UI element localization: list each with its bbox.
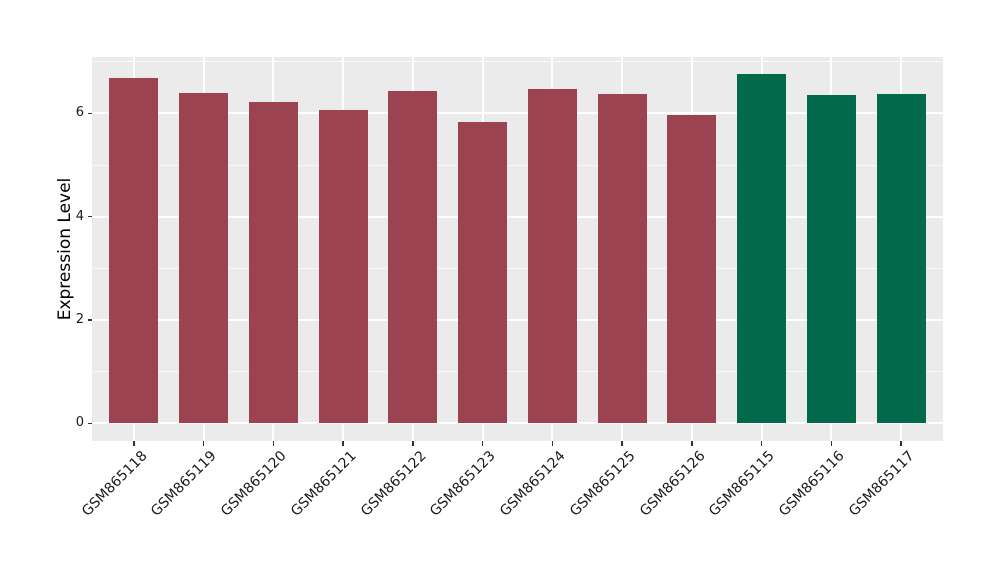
x-tick-label: GSM865126 xyxy=(636,448,709,520)
bar-GSM865123 xyxy=(458,121,508,424)
bar-GSM865119 xyxy=(179,93,228,424)
h-gridline-major xyxy=(92,319,943,322)
x-tick-label: GSM865118 xyxy=(78,448,151,520)
h-gridline-major xyxy=(92,112,943,115)
y-tick xyxy=(87,319,92,321)
y-tick xyxy=(87,112,92,115)
bar-GSM865118 xyxy=(109,78,159,424)
x-tick-label: GSM865124 xyxy=(497,448,569,520)
x-tick-label: GSM865122 xyxy=(357,448,430,520)
h-gridline-major xyxy=(92,215,943,218)
x-tick-label: GSM865121 xyxy=(287,448,360,520)
x-tick xyxy=(412,441,414,446)
x-tick xyxy=(760,441,763,446)
x-tick xyxy=(691,441,693,446)
x-tick-label: GSM865123 xyxy=(427,448,499,520)
bar-GSM865115 xyxy=(737,74,787,424)
bar-GSM865117 xyxy=(876,94,926,424)
plot-panel xyxy=(92,57,943,441)
h-gridline-major xyxy=(92,422,943,425)
y-tick xyxy=(87,422,92,425)
x-tick xyxy=(272,441,275,446)
x-tick-label: GSM865125 xyxy=(566,448,639,520)
h-gridline-minor xyxy=(92,267,943,269)
h-gridline-minor xyxy=(92,371,943,373)
bar-GSM865120 xyxy=(248,102,298,424)
x-tick-label: GSM865115 xyxy=(706,448,778,520)
bar-GSM865124 xyxy=(527,88,577,424)
x-tick xyxy=(342,441,344,446)
bar-GSM865121 xyxy=(318,110,368,424)
y-tick-label: 0 xyxy=(75,415,84,431)
y-tick xyxy=(87,215,92,218)
x-tick xyxy=(830,441,833,446)
y-tick-label: 4 xyxy=(75,208,84,224)
bar-GSM865116 xyxy=(806,95,856,424)
bar-GSM865126 xyxy=(667,115,717,424)
bar-GSM865122 xyxy=(388,90,438,424)
h-gridline-minor xyxy=(92,61,943,63)
h-gridline-minor xyxy=(92,164,943,166)
bar-GSM865125 xyxy=(597,94,647,424)
x-tick xyxy=(202,441,205,446)
x-tick xyxy=(133,441,135,446)
x-tick-label: GSM865117 xyxy=(845,448,918,520)
x-tick xyxy=(621,441,623,446)
x-tick xyxy=(551,441,554,446)
y-axis-title: Expression Level xyxy=(55,177,75,321)
x-tick xyxy=(481,441,484,446)
y-tick-label: 2 xyxy=(75,312,84,328)
y-tick-label: 6 xyxy=(75,105,84,121)
x-tick-label: GSM865120 xyxy=(218,448,290,520)
x-tick-label: GSM865119 xyxy=(148,448,220,520)
x-tick xyxy=(900,441,902,446)
x-tick-label: GSM865116 xyxy=(776,448,848,520)
